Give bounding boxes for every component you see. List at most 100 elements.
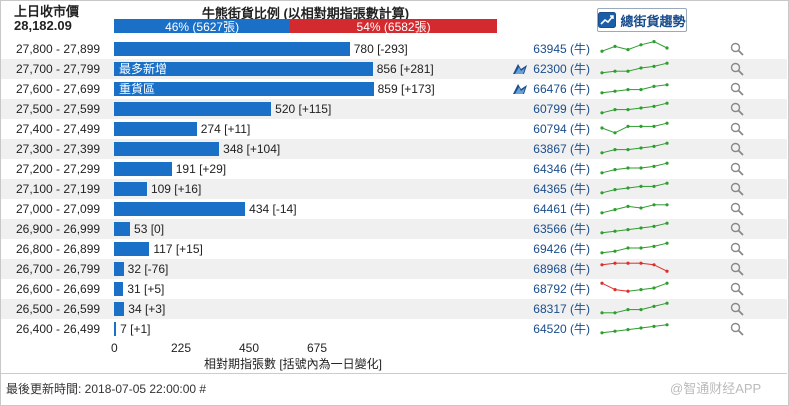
magnifier-icon[interactable] <box>730 282 744 296</box>
bar <box>114 302 125 316</box>
trend-sparkline[interactable] <box>598 39 670 59</box>
bar-value-label: 434 [-14] <box>249 202 297 216</box>
bar-value-label: 348 [+104] <box>223 142 281 156</box>
magnifier-icon[interactable] <box>730 202 744 216</box>
bar <box>114 282 124 296</box>
bar <box>114 322 117 336</box>
strike-range: 27,500 - 27,599 <box>16 102 101 116</box>
strike-range: 27,100 - 27,199 <box>16 182 101 196</box>
bar <box>114 62 373 76</box>
bar-value-label: 34 [+3] <box>128 302 166 316</box>
bar-value-label: 32 [-76] <box>127 262 169 276</box>
bar-value-label: 53 [0] <box>134 222 165 236</box>
strike-range: 27,700 - 27,799 <box>16 62 101 76</box>
trend-sparkline[interactable] <box>598 279 670 299</box>
trend-sparkline[interactable] <box>598 59 670 79</box>
strike-range: 27,400 - 27,499 <box>16 122 101 136</box>
bar-value-label: 520 [+115] <box>275 102 332 116</box>
outstanding-count: 60794 (牛) <box>533 122 590 136</box>
bar-value-label: 31 [+5] <box>127 282 165 296</box>
bar <box>114 202 246 216</box>
outstanding-count: 63945 (牛) <box>533 42 590 56</box>
magnifier-icon[interactable] <box>730 222 744 236</box>
table-row: 27,700 - 27,799 最多新增 856 [+281] 62300 (牛) <box>1 59 787 79</box>
table-row: 26,700 - 26,799 32 [-76] 68968 (牛) <box>1 259 787 279</box>
bull-ratio-segment: 46% (5627張) <box>114 19 291 34</box>
table-row: 27,300 - 27,399 348 [+104] 63867 (牛) <box>1 139 787 159</box>
strike-range: 27,000 - 27,099 <box>16 202 101 216</box>
magnifier-icon[interactable] <box>730 122 744 136</box>
magnifier-icon[interactable] <box>730 82 744 96</box>
table-row: 27,800 - 27,899 780 [-293] 63945 (牛) <box>1 39 787 59</box>
magnifier-icon[interactable] <box>730 102 744 116</box>
table-row: 27,600 - 27,699 重貨區 859 [+173] 66476 (牛) <box>1 79 787 99</box>
last-updated: 最後更新時間: 2018-07-05 22:00:00 # <box>6 382 207 396</box>
trend-sparkline[interactable] <box>598 139 670 159</box>
table-row: 26,800 - 26,899 117 [+15] 69426 (牛) <box>1 239 787 259</box>
trend-sparkline[interactable] <box>598 179 670 199</box>
trend-sparkline[interactable] <box>598 219 670 239</box>
trend-sparkline[interactable] <box>598 159 670 179</box>
magnifier-icon[interactable] <box>730 162 744 176</box>
bar-value-label: 856 [+281] <box>376 62 434 76</box>
x-tick-label: 450 <box>239 341 260 355</box>
magnifier-icon[interactable] <box>730 262 744 276</box>
strike-range: 26,800 - 26,899 <box>16 242 101 256</box>
magnifier-icon[interactable] <box>730 62 744 76</box>
trend-sparkline[interactable] <box>598 259 670 279</box>
magnifier-icon[interactable] <box>730 302 744 316</box>
trend-sparkline[interactable] <box>598 319 670 339</box>
bar-value-label: 780 [-293] <box>353 42 408 56</box>
magnifier-icon[interactable] <box>730 142 744 156</box>
bar <box>114 122 197 136</box>
trend-sparkline[interactable] <box>598 79 670 99</box>
ratio-title: 牛熊街貨比例 (以相對期指張數計算) <box>201 6 410 21</box>
bar-annotation: 最多新增 <box>119 62 168 76</box>
magnifier-icon[interactable] <box>730 242 744 256</box>
strike-range: 26,400 - 26,499 <box>16 322 101 336</box>
bar-value-label: 109 [+16] <box>150 182 202 196</box>
trend-sparkline[interactable] <box>598 299 670 319</box>
bar <box>114 182 147 196</box>
table-row: 26,400 - 26,499 7 [+1] 64520 (牛) <box>1 319 787 339</box>
outstanding-count: 68317 (牛) <box>533 302 590 316</box>
outstanding-count: 69426 (牛) <box>533 242 590 256</box>
total-trend-label: 總街貨趨勢 <box>620 13 686 29</box>
magnifier-icon[interactable] <box>730 42 744 56</box>
strike-range: 26,600 - 26,699 <box>16 282 101 296</box>
bar-value-label: 274 [+11] <box>200 122 251 136</box>
bar <box>114 82 374 96</box>
magnifier-icon[interactable] <box>730 322 744 336</box>
x-axis-label: 相對期指張數 [括號內為一日變化] <box>204 357 383 371</box>
trend-sparkline[interactable] <box>598 239 670 259</box>
table-row: 27,200 - 27,299 191 [+29] 64346 (牛) <box>1 159 787 179</box>
outstanding-count: 66476 (牛) <box>533 82 590 96</box>
magnifier-icon[interactable] <box>730 182 744 196</box>
outstanding-count: 63566 (牛) <box>533 222 590 236</box>
footer-divider <box>1 373 787 374</box>
x-tick-label: 0 <box>111 341 118 355</box>
outstanding-count: 68792 (牛) <box>533 282 590 296</box>
bar <box>114 142 220 156</box>
bar-value-label: 7 [+1] <box>120 322 151 336</box>
prev-close-value: 28,182.09 <box>14 18 72 33</box>
trend-sparkline[interactable] <box>598 99 670 119</box>
prev-close-label: 上日收市價 <box>14 4 80 19</box>
x-tick-label: 225 <box>171 341 192 355</box>
strike-range: 27,200 - 27,299 <box>16 162 101 176</box>
outstanding-count: 64346 (牛) <box>533 162 590 176</box>
strike-range: 26,900 - 26,999 <box>16 222 101 236</box>
trend-sparkline[interactable] <box>598 119 670 139</box>
bar-value-label: 117 [+15] <box>153 242 203 256</box>
strike-range: 26,500 - 26,599 <box>16 302 101 316</box>
table-row: 26,900 - 26,999 53 [0] 63566 (牛) <box>1 219 787 239</box>
bar <box>114 42 350 56</box>
trend-sparkline[interactable] <box>598 199 670 219</box>
table-row: 27,100 - 27,199 109 [+16] 64365 (牛) <box>1 179 787 199</box>
bar <box>114 222 131 236</box>
strike-range: 27,300 - 27,399 <box>16 142 101 156</box>
bar <box>114 242 150 256</box>
total-trend-button[interactable]: 總街貨趨勢 <box>597 8 687 32</box>
outstanding-count: 68968 (牛) <box>533 262 590 276</box>
outstanding-count: 64520 (牛) <box>533 322 590 336</box>
